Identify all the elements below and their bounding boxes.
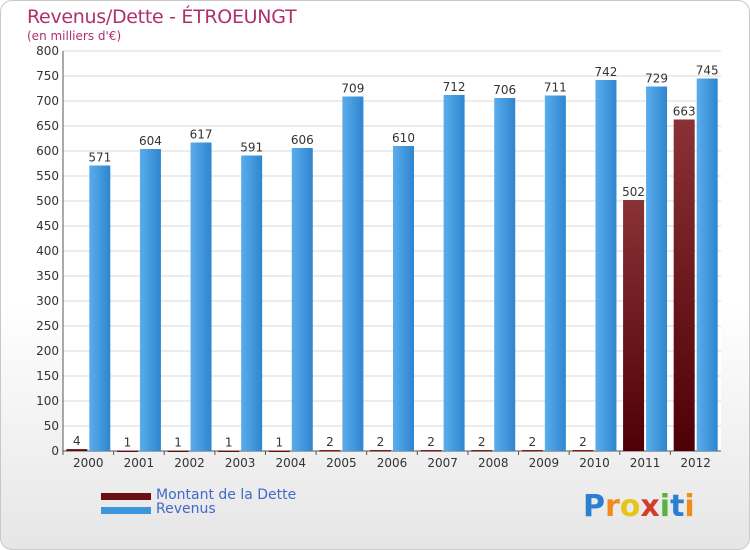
data-label-revenue: 604	[139, 134, 162, 148]
bar-debt	[116, 450, 138, 452]
x-tick-label: 2005	[326, 456, 357, 470]
y-tick-label: 450	[36, 219, 59, 233]
data-label-debt: 2	[326, 435, 334, 449]
data-label-revenue: 706	[493, 83, 516, 97]
logo-letter: r	[605, 489, 620, 524]
bar-revenue	[291, 148, 313, 451]
y-tick-label: 350	[36, 269, 59, 283]
y-tick-label: 150	[36, 369, 59, 383]
bar-debt	[673, 119, 695, 451]
bar-revenue	[544, 95, 566, 451]
data-label-revenue: 606	[291, 133, 314, 147]
legend-swatch-revenue	[101, 507, 151, 514]
data-label-debt: 502	[622, 185, 645, 199]
data-label-debt: 2	[579, 435, 587, 449]
y-tick-label: 750	[36, 69, 59, 83]
bar-debt	[66, 449, 88, 451]
chart-title: Revenus/Dette - ÉTROEUNGT	[27, 6, 297, 28]
x-tick-label: 2008	[478, 456, 509, 470]
bar-debt	[572, 450, 594, 452]
y-tick-label: 550	[36, 169, 59, 183]
bar-debt	[471, 450, 493, 452]
x-tick-label: 2010	[579, 456, 610, 470]
data-label-revenue: 709	[341, 82, 364, 96]
bar-revenue	[494, 98, 516, 451]
data-label-debt: 2	[478, 435, 486, 449]
proxiti-logo: Proxiti	[583, 489, 695, 524]
bar-debt	[623, 200, 645, 451]
y-tick-label: 250	[36, 319, 59, 333]
y-tick-label: 650	[36, 119, 59, 133]
x-tick-label: 2000	[73, 456, 104, 470]
chart-subtitle: (en milliers d'€)	[27, 29, 122, 43]
bar-revenue	[393, 146, 414, 451]
data-label-debt: 2	[427, 435, 435, 449]
data-label-revenue: 742	[595, 65, 618, 79]
y-tick-label: 200	[36, 344, 59, 358]
data-label-revenue: 591	[240, 141, 263, 155]
bar-debt	[268, 450, 290, 452]
logo-letter: i	[659, 489, 671, 524]
bar-revenue	[342, 96, 364, 451]
y-tick-label: 300	[36, 294, 59, 308]
x-tick-label: 2012	[680, 456, 711, 470]
y-tick-label: 600	[36, 144, 59, 158]
x-tick-label: 2006	[377, 456, 408, 470]
y-tick-label: 100	[36, 394, 59, 408]
bar-revenue	[646, 86, 668, 451]
bar-debt	[521, 450, 543, 452]
y-tick-label: 400	[36, 244, 59, 258]
data-label-revenue: 711	[544, 81, 567, 95]
bar-debt	[370, 450, 391, 452]
x-tick-label: 2007	[427, 456, 458, 470]
data-label-revenue: 571	[88, 151, 111, 165]
bar-revenue	[89, 165, 111, 451]
bar-debt	[167, 450, 189, 452]
y-tick-label: 500	[36, 194, 59, 208]
bar-debt	[420, 450, 442, 452]
y-tick-label: 0	[51, 444, 59, 458]
y-tick-label: 800	[36, 44, 59, 58]
data-label-revenue: 712	[443, 80, 466, 94]
bar-debt	[319, 450, 341, 452]
x-tick-label: 2004	[275, 456, 306, 470]
logo-letter: P	[583, 489, 605, 524]
bar-revenue	[139, 149, 161, 451]
legend-label-revenue: Revenus	[156, 501, 216, 517]
logo-letter: i	[684, 489, 695, 524]
bar-revenue	[190, 142, 212, 451]
logo-letter: x	[640, 489, 660, 524]
data-label-debt: 2	[529, 435, 537, 449]
y-tick-label: 50	[44, 419, 59, 433]
legend-label-debt: Montant de la Dette	[156, 487, 297, 503]
data-label-debt: 4	[73, 434, 81, 448]
data-label-revenue: 745	[696, 64, 719, 78]
x-tick-label: 2002	[174, 456, 205, 470]
logo-letter: o	[619, 489, 641, 524]
y-tick-label: 700	[36, 94, 59, 108]
x-tick-label: 2003	[225, 456, 256, 470]
bar-debt	[218, 450, 240, 452]
data-label-debt: 2	[377, 435, 385, 449]
bar-revenue	[241, 155, 263, 451]
x-tick-label: 2009	[529, 456, 560, 470]
data-label-debt: 663	[673, 105, 696, 119]
x-tick-label: 2001	[124, 456, 155, 470]
legend-swatch-debt	[101, 493, 151, 500]
data-label-debt: 1	[124, 436, 132, 450]
bar-revenue	[443, 95, 465, 451]
data-label-debt: 1	[174, 436, 182, 450]
data-label-revenue: 617	[190, 128, 213, 142]
bar-revenue	[696, 78, 718, 451]
data-label-revenue: 729	[645, 72, 668, 86]
bar-revenue	[595, 80, 617, 451]
data-label-revenue: 610	[392, 131, 415, 145]
data-label-debt: 1	[275, 436, 283, 450]
data-label-debt: 1	[225, 436, 233, 450]
logo-letter: t	[670, 489, 685, 524]
x-tick-label: 2011	[630, 456, 661, 470]
